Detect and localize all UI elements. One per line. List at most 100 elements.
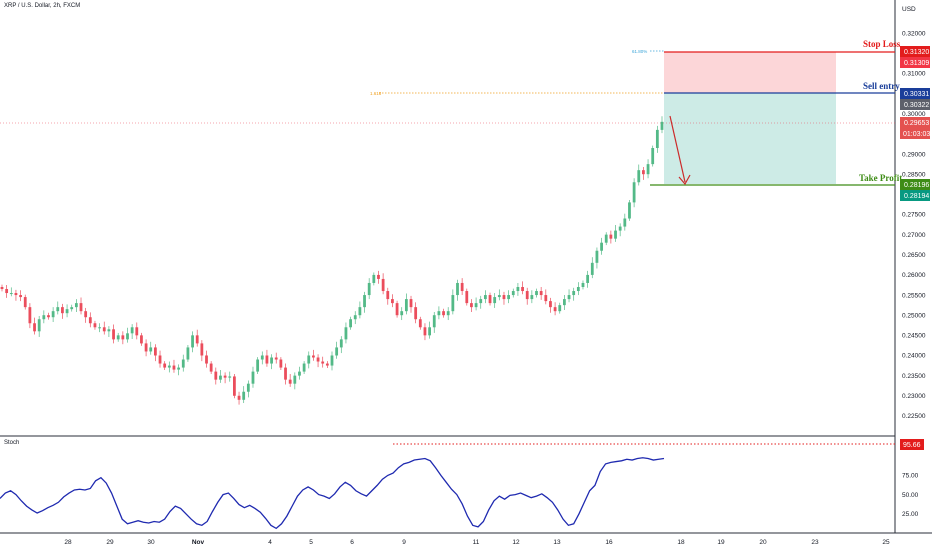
take-profit-tag-text: 0.28196	[904, 182, 929, 189]
candle	[205, 350, 208, 368]
candle	[107, 326, 111, 337]
time-tick-label: 12	[512, 539, 520, 546]
candle	[288, 374, 292, 387]
candles-group	[0, 116, 664, 405]
price-tick-label: 0.24500	[902, 333, 926, 340]
price-tick-label: 0.27000	[902, 232, 926, 239]
candle	[242, 386, 246, 404]
candle	[456, 279, 459, 301]
candle	[511, 288, 515, 298]
candle	[646, 159, 650, 179]
candle	[423, 323, 427, 341]
price-tick-label: 0.26000	[902, 272, 926, 279]
candle	[516, 282, 520, 296]
price-tick-label: 0.27500	[902, 212, 926, 219]
candle	[335, 341, 339, 359]
price-tick-label: 0.22500	[902, 413, 926, 420]
candle	[372, 272, 376, 286]
candle	[163, 361, 167, 370]
candle	[321, 356, 325, 368]
candle	[256, 357, 260, 375]
price-tick-label: 0.24000	[902, 353, 926, 360]
candle	[377, 270, 380, 284]
symbol-title[interactable]: XRP / U.S. Dollar, 2h, FXCM	[4, 3, 81, 9]
candle	[404, 293, 408, 315]
candle	[414, 302, 418, 324]
sell-entry-tag-text: 0.30331	[904, 91, 929, 98]
time-tick-label: Nov	[192, 539, 205, 546]
sell-entry-tag-2-text: 0.30322	[904, 102, 929, 109]
candle	[88, 312, 92, 328]
candle	[65, 304, 69, 318]
time-axis[interactable]: 28 29 30 Nov 4 5 6 9 11 12 13 16 18 19 20 23 25	[64, 539, 890, 546]
time-tick-label: 29	[106, 539, 114, 546]
candle	[363, 291, 366, 313]
stop-loss-tag-2-text: 0.31309	[904, 60, 929, 67]
candle	[47, 312, 50, 320]
candle	[251, 366, 255, 388]
candle	[177, 364, 181, 376]
candle	[572, 287, 576, 301]
candle	[191, 331, 194, 353]
price-tick-label: 0.28500	[902, 171, 926, 178]
candle	[293, 372, 297, 390]
sell-entry-label: Sell entry	[863, 81, 900, 91]
candle	[470, 299, 473, 312]
candle	[84, 307, 88, 323]
candle	[535, 288, 538, 298]
price-tags: 0.31320 0.31309 0.30331 0.30322 0.29653 …	[900, 46, 930, 450]
candle	[553, 302, 557, 316]
candle	[395, 300, 399, 318]
candle	[358, 301, 362, 319]
candle	[74, 299, 78, 312]
candle	[339, 336, 343, 354]
time-tick-label: 6	[350, 539, 354, 546]
candle	[270, 354, 273, 370]
candle	[576, 282, 580, 296]
candle	[637, 164, 641, 186]
time-tick-label: 11	[473, 539, 480, 546]
price-tick-label: 0.25000	[902, 312, 926, 319]
candle	[558, 302, 562, 314]
candle	[181, 354, 185, 372]
candle	[502, 291, 506, 305]
price-tick-label: 0.25500	[902, 292, 926, 299]
take-profit-tag-2	[900, 190, 930, 201]
candle	[237, 391, 241, 405]
candle	[158, 350, 162, 368]
projection-arrow	[669, 115, 691, 186]
candle	[483, 290, 487, 304]
candle	[525, 287, 529, 305]
candle	[614, 224, 617, 242]
risk-zone	[664, 52, 836, 93]
candle	[121, 331, 125, 345]
candle	[330, 351, 334, 371]
time-tick-label: 30	[147, 539, 155, 546]
candle	[186, 345, 190, 362]
candle	[302, 361, 306, 375]
indicator-name[interactable]: Stoch	[4, 440, 20, 446]
candle	[42, 310, 46, 324]
candle	[386, 287, 390, 305]
price-tick-label: 0.31000	[902, 71, 926, 78]
candle	[381, 273, 385, 295]
candle	[5, 284, 9, 298]
candle	[651, 145, 655, 167]
stoch-axis[interactable]: 25.00 50.00 75.00	[902, 473, 919, 518]
candle	[93, 320, 97, 330]
candle	[233, 374, 236, 399]
time-tick-label: 20	[759, 539, 767, 546]
candle	[595, 247, 599, 269]
candle	[126, 327, 129, 343]
fib-1618-label: 1.618	[370, 91, 382, 96]
stoch-tick-label: 50.00	[902, 492, 919, 499]
candle	[265, 349, 269, 367]
candle	[274, 352, 278, 364]
candle	[581, 280, 585, 290]
candle	[344, 322, 348, 344]
candle	[442, 308, 445, 318]
candle	[600, 237, 603, 255]
candle	[437, 306, 441, 320]
candle	[479, 295, 483, 309]
